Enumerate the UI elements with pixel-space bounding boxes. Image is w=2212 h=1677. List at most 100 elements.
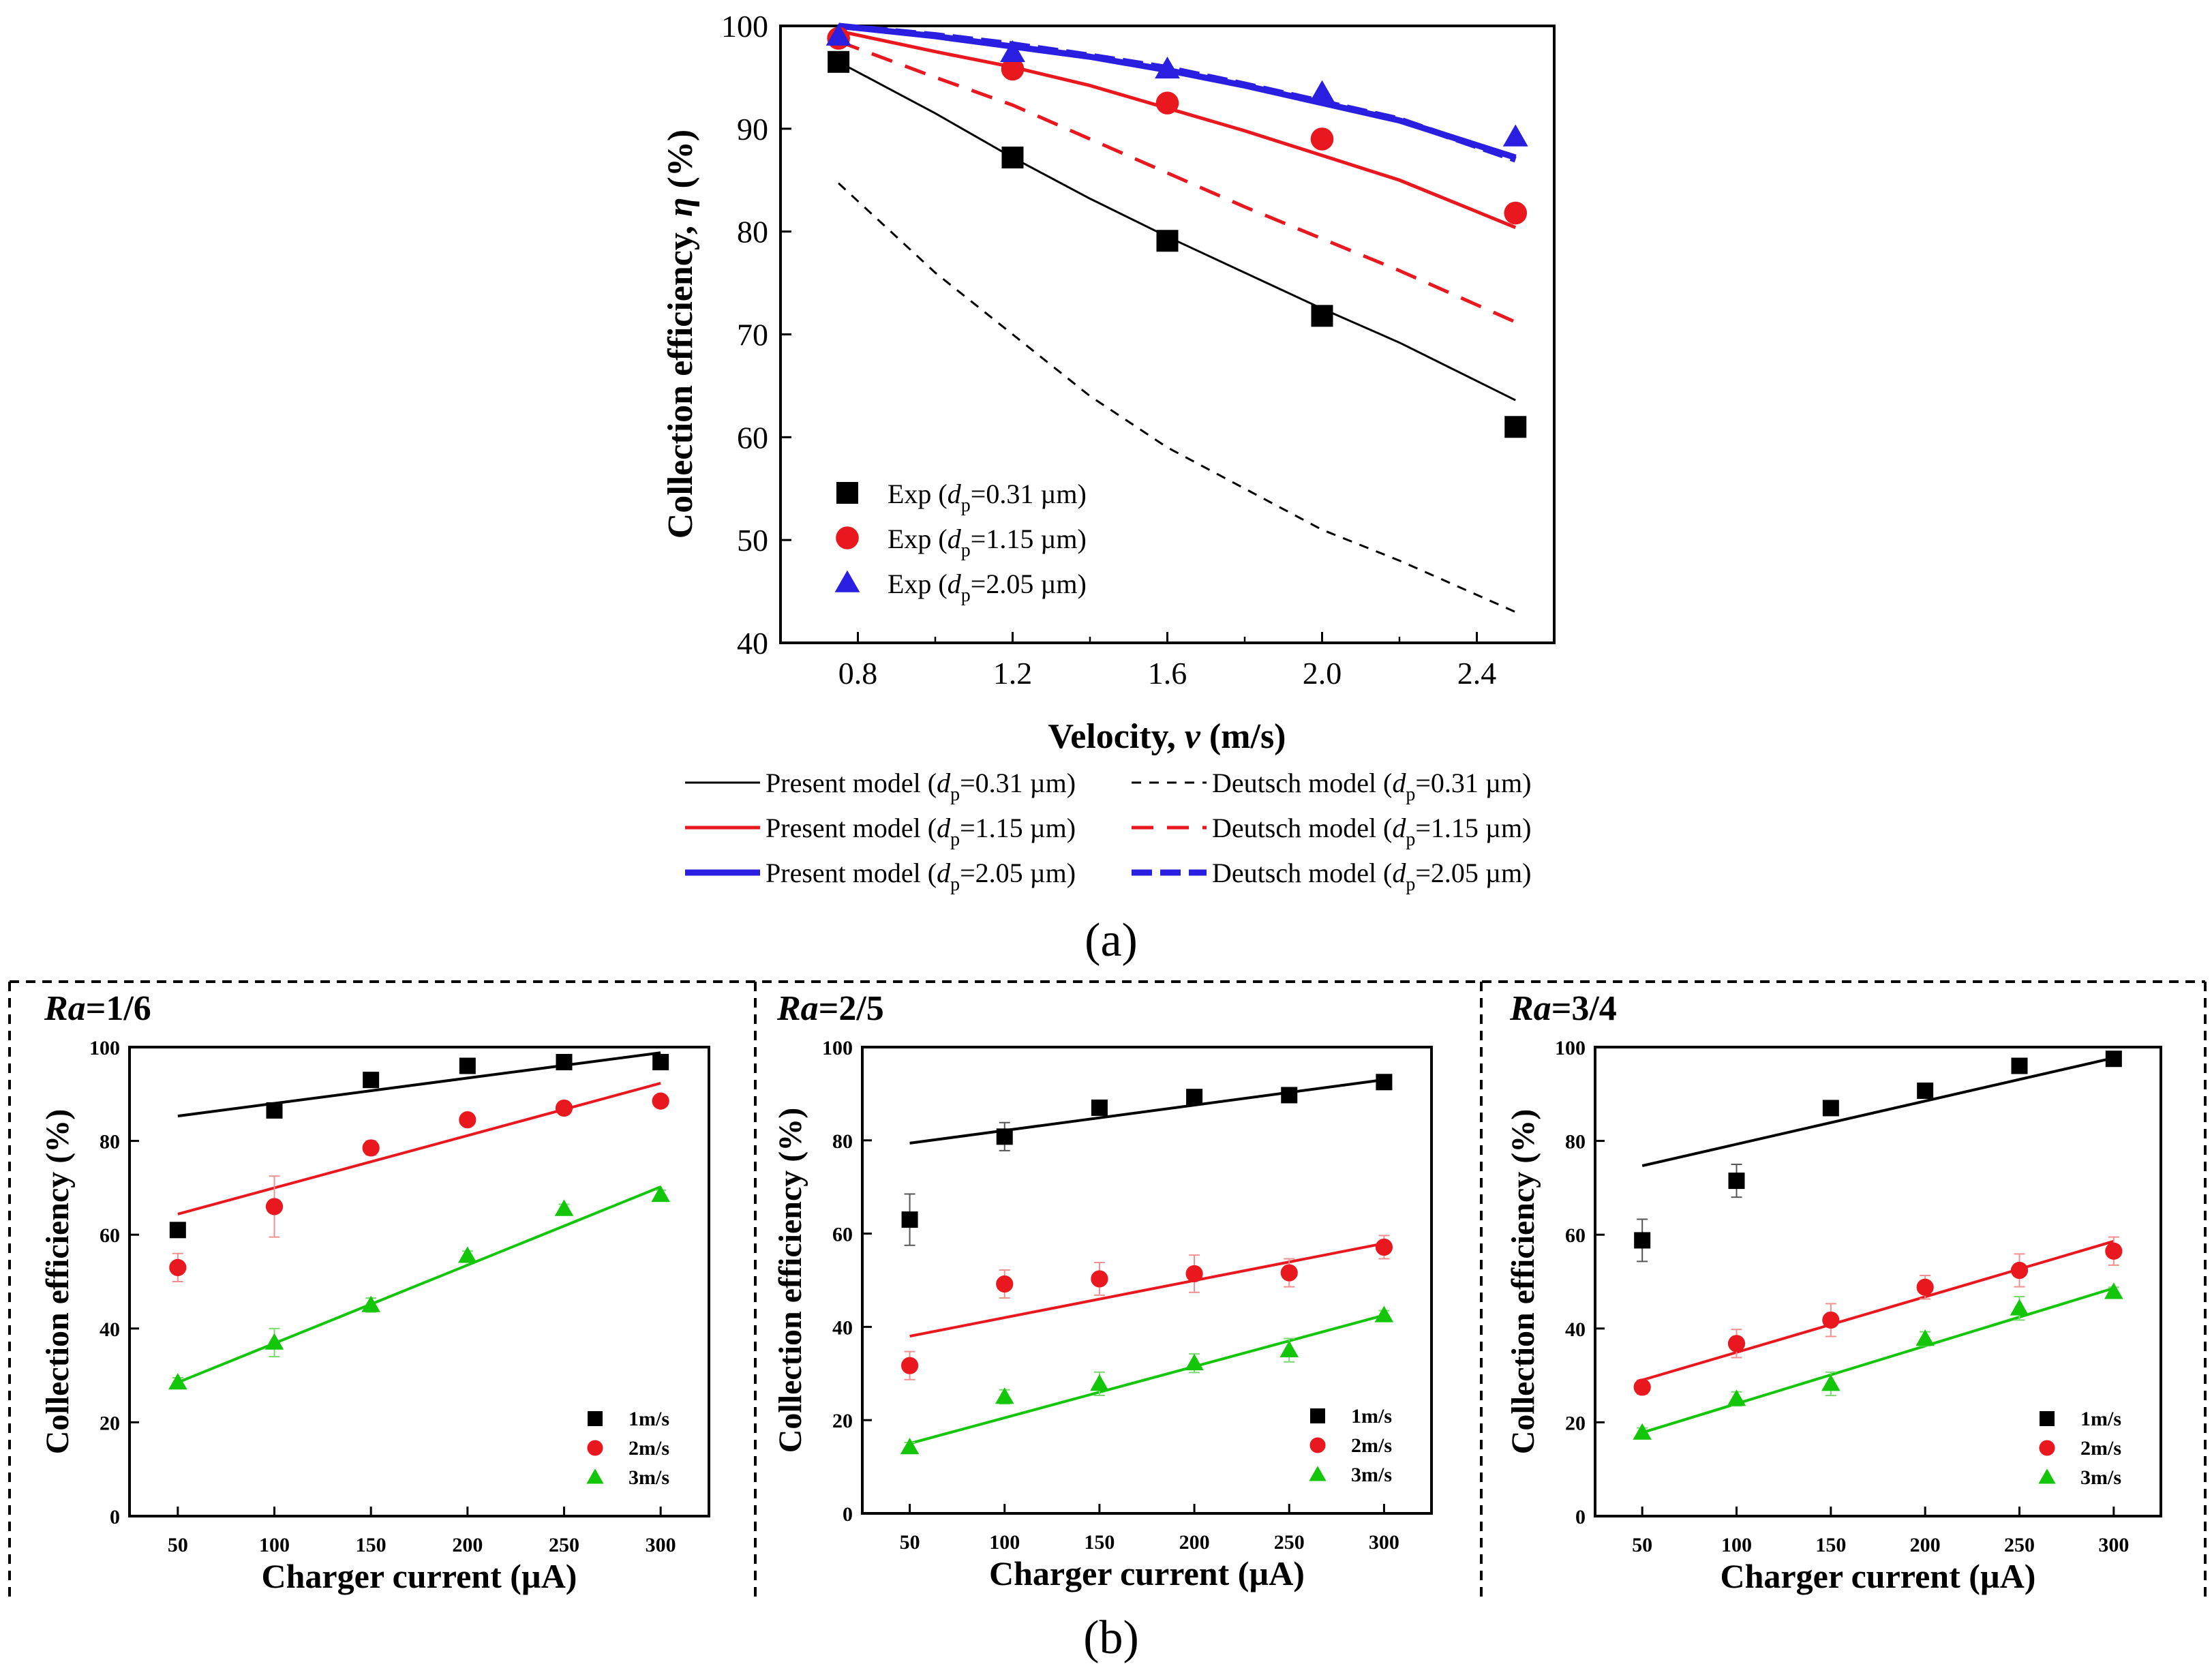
data-point-circle bbox=[996, 1275, 1014, 1293]
legend-label: Exp (dp=2.05 µm) bbox=[888, 569, 1087, 606]
data-point-circle bbox=[2105, 1242, 2123, 1260]
legend-marker-triangle bbox=[2038, 1468, 2056, 1484]
data-point-circle bbox=[1504, 201, 1528, 225]
data-point-circle bbox=[1310, 127, 1334, 151]
legend-marker-triangle bbox=[1309, 1466, 1327, 1481]
y-tick-label: 60 bbox=[737, 420, 768, 455]
legend-label-subscript: p bbox=[1406, 874, 1415, 895]
y-tick-label: 40 bbox=[1565, 1318, 1586, 1341]
x-tick-label: 2.0 bbox=[1303, 656, 1342, 691]
data-point-circle bbox=[265, 1198, 284, 1215]
legend-label-subscript: p bbox=[950, 829, 960, 850]
data-point-square bbox=[2011, 1057, 2028, 1074]
data-point-triangle bbox=[168, 1373, 187, 1390]
x-tick-label: 50 bbox=[1632, 1534, 1652, 1556]
data-point-square bbox=[1822, 1100, 1839, 1117]
panel-b-label: (b) bbox=[1083, 1612, 1139, 1664]
legend-label-value: =1.15 µm) bbox=[971, 524, 1087, 554]
y-tick-label: 80 bbox=[100, 1131, 120, 1153]
data-point-square bbox=[556, 1054, 573, 1071]
data-point-triangle bbox=[1821, 1374, 1840, 1391]
series-line bbox=[838, 22, 1517, 161]
legend-label-value: =2.05 µm) bbox=[1415, 858, 1531, 888]
legend-marker-circle bbox=[836, 526, 859, 549]
data-point-circle bbox=[1822, 1311, 1840, 1329]
y-tick-label: 60 bbox=[832, 1224, 853, 1246]
x-tick-label: 150 bbox=[1084, 1531, 1115, 1554]
fit-line bbox=[177, 1051, 661, 1118]
data-point-circle bbox=[1280, 1264, 1298, 1282]
data-point-triangle bbox=[1090, 1374, 1109, 1391]
y-tick-label: 80 bbox=[737, 215, 768, 250]
data-point-square bbox=[1634, 1232, 1651, 1249]
x-tick-label: 50 bbox=[168, 1534, 188, 1556]
legend-label: 1m/s bbox=[628, 1408, 669, 1430]
data-point-square bbox=[2105, 1051, 2122, 1068]
y-tick-label: 60 bbox=[100, 1224, 120, 1247]
data-point-circle bbox=[900, 1357, 919, 1374]
legend-label-text: Present model ( bbox=[766, 813, 937, 843]
x-tick-label: 100 bbox=[259, 1534, 290, 1556]
y-tick-label: 60 bbox=[1565, 1224, 1586, 1247]
data-point-square bbox=[1311, 305, 1333, 327]
fit-line bbox=[909, 1242, 1384, 1338]
legend-label-value: =0.31 µm) bbox=[960, 768, 1076, 798]
fit-line bbox=[177, 1082, 661, 1215]
x-tick-label: 250 bbox=[549, 1534, 579, 1556]
x-tick-label: 50 bbox=[900, 1531, 920, 1554]
legend-marker-square bbox=[836, 482, 858, 504]
legend-marker-circle bbox=[587, 1440, 603, 1456]
x-tick-label: 300 bbox=[2098, 1534, 2129, 1556]
data-point-square bbox=[1156, 230, 1179, 252]
legend-marker-triangle bbox=[834, 570, 860, 592]
series-line bbox=[838, 22, 1517, 163]
y-tick-label: 0 bbox=[1575, 1506, 1586, 1528]
x-tick-label: 100 bbox=[1721, 1534, 1752, 1556]
data-point-square bbox=[652, 1054, 669, 1071]
panel-b-title-rest: =2/5 bbox=[819, 989, 884, 1028]
y-tick-label: 100 bbox=[1555, 1037, 1586, 1059]
panel-a-ticks: 0.8 1.2 1.6 2.0 2.4 40 50 60 70 80 90 100 bbox=[721, 9, 1496, 691]
data-point-triangle bbox=[1502, 124, 1528, 147]
panel-b-title: Ra=1/6 bbox=[44, 989, 151, 1028]
x-axis-title: Charger current (µA) bbox=[989, 1554, 1305, 1592]
panel-b-title-italic: Ra bbox=[1509, 989, 1551, 1028]
legend-label: 1m/s bbox=[1351, 1405, 1392, 1427]
y-tick-label: 40 bbox=[832, 1316, 853, 1339]
data-point-circle bbox=[2010, 1261, 2029, 1280]
legend-label: Deutsch model (dp=1.15 µm) bbox=[1212, 813, 1531, 850]
legend-label: 2m/s bbox=[1351, 1434, 1392, 1457]
panel-a-y-axis-title: Collection efficiency, η (%) bbox=[661, 130, 700, 539]
legend-label-value: =0.31 µm) bbox=[971, 479, 1087, 509]
legend-label-symbol: d bbox=[948, 479, 962, 509]
y-axis-title: Collection efficiency (%) bbox=[1505, 1109, 1541, 1454]
data-point-circle bbox=[1727, 1335, 1746, 1353]
y-tick-label: 100 bbox=[721, 9, 768, 44]
legend-label: 2m/s bbox=[628, 1437, 669, 1460]
y-tick-label: 80 bbox=[832, 1130, 853, 1153]
legend-marker-square bbox=[1310, 1408, 1325, 1423]
data-point-triangle bbox=[1633, 1423, 1652, 1440]
y-tick-label: 70 bbox=[737, 318, 768, 352]
data-point-square bbox=[1504, 416, 1527, 438]
data-point-triangle bbox=[1374, 1305, 1394, 1323]
legend-label-value: =1.15 µm) bbox=[1415, 813, 1531, 843]
legend-label-text: Deutsch model ( bbox=[1212, 768, 1392, 798]
data-point-triangle bbox=[1915, 1329, 1935, 1346]
legend-label-text: Present model ( bbox=[766, 768, 937, 798]
panel-b-title-italic: Ra bbox=[44, 989, 86, 1028]
legend-label: Present model (dp=0.31 µm) bbox=[766, 768, 1076, 805]
panel-b-chart-2: Ra=2/550 100 150 200 250 300020406080100Charg… bbox=[772, 989, 1433, 1592]
y-tick-label: 0 bbox=[843, 1503, 853, 1526]
data-point-circle bbox=[652, 1092, 669, 1110]
legend-label: 3m/s bbox=[1351, 1464, 1392, 1486]
fit-line bbox=[909, 1078, 1384, 1145]
y-tick-label: 0 bbox=[110, 1506, 120, 1528]
data-point-square bbox=[901, 1211, 918, 1228]
series-line bbox=[838, 182, 1516, 614]
panel-b-title-rest: =1/6 bbox=[86, 989, 151, 1028]
legend-label-value: =2.05 µm) bbox=[971, 569, 1087, 599]
y-tick-label: 20 bbox=[832, 1410, 853, 1432]
x-tick-label: 0.8 bbox=[838, 656, 878, 691]
panel-a-chart: 0.8 1.2 1.6 2.0 2.4 40 50 60 70 80 90 100 Velocity,… bbox=[661, 9, 1556, 967]
